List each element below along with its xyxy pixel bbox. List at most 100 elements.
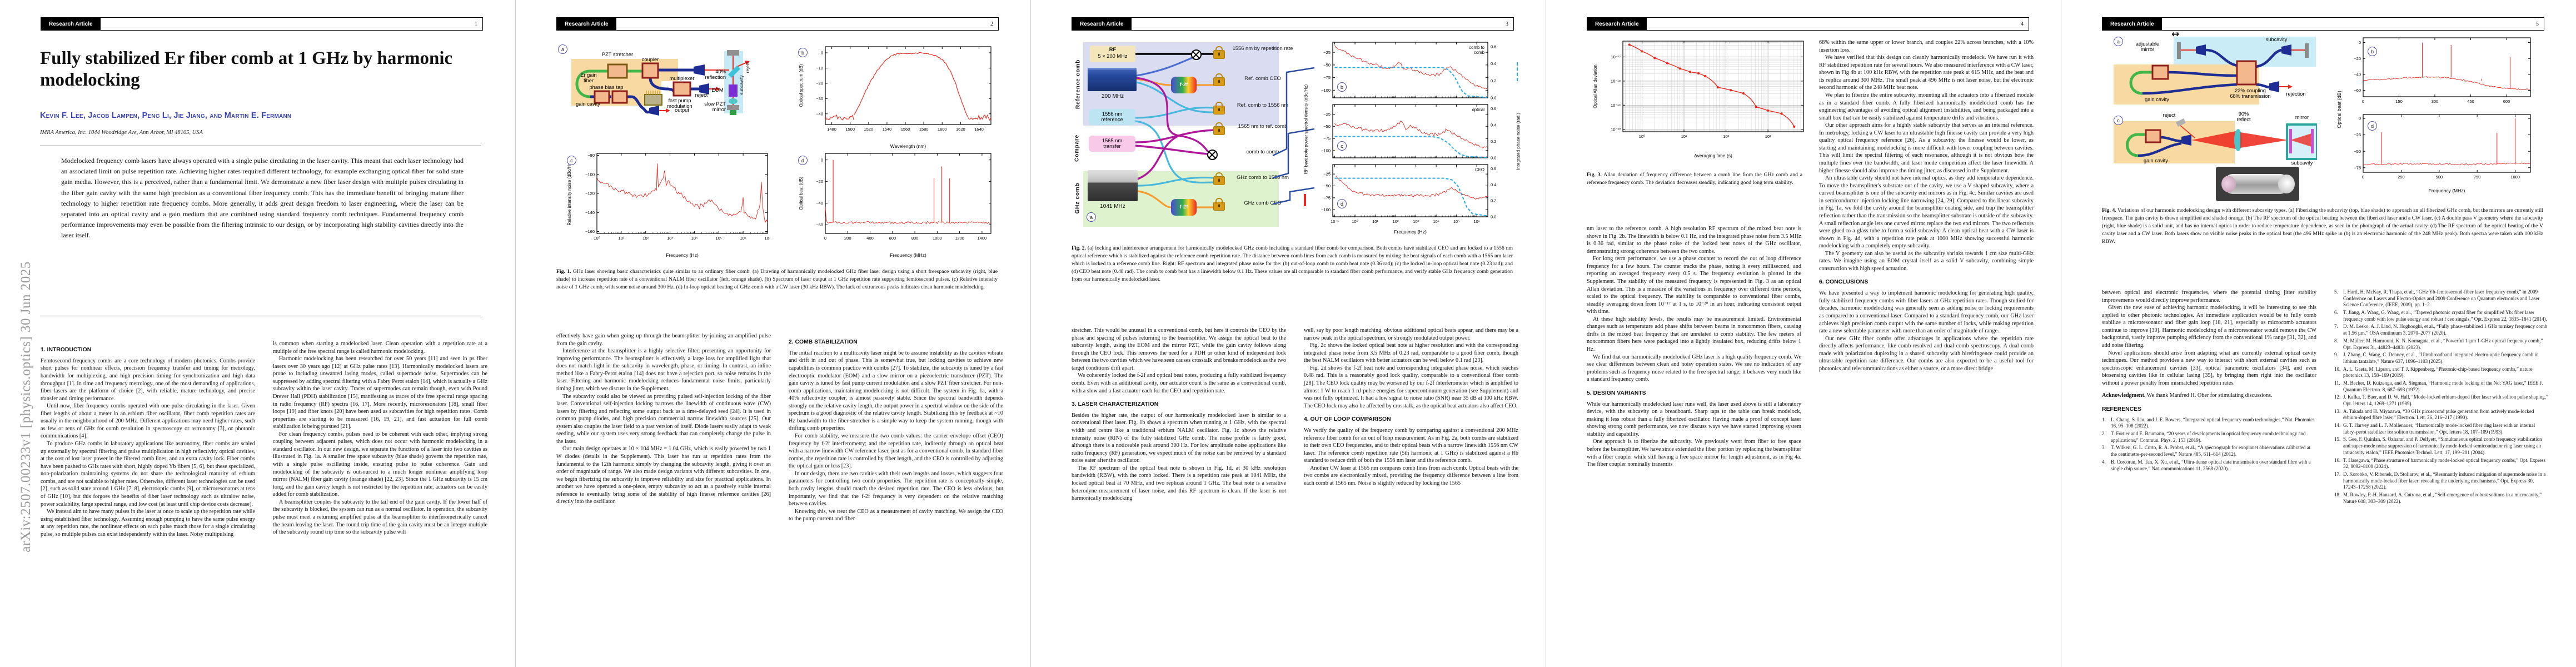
tube-mirror-pink: [2221, 176, 2236, 192]
svg-text:−50: −50: [1323, 124, 1331, 129]
paragraph: We have verified that this design can cl…: [1819, 54, 2034, 91]
section-heading: 4. OUT OF LOOP COMPARISON: [1304, 416, 1391, 423]
research-article-tag: Research Article: [2102, 18, 2162, 30]
svg-text:Frequency (Hz): Frequency (Hz): [1394, 229, 1427, 235]
padlock-icon: [1213, 73, 1225, 86]
padlock-icon: [1213, 46, 1225, 59]
svg-text:0: 0: [2362, 99, 2364, 104]
figure-3-caption: Fig. 3. Allan deviation of frequency dif…: [1587, 171, 1802, 187]
label-1556-reference: 1556 nm reference: [1089, 109, 1135, 125]
label-subcavity: subcavity: [2291, 160, 2313, 166]
laser-schematic-drawing: [571, 50, 750, 116]
panel-letter-c: c: [1337, 141, 1347, 151]
svg-text:−50: −50: [2354, 149, 2361, 154]
lock-label-comb-to-comb: comb to comb: [1246, 148, 1279, 155]
svg-text:Averaging time (s): Averaging time (s): [1694, 153, 1732, 158]
padlock-icon: [1213, 198, 1225, 211]
svg-text:−25: −25: [1323, 50, 1331, 55]
paragraph: between optical and electronic frequenci…: [2102, 290, 2316, 303]
paragraph: A beamsplitter couples the subcavity to …: [273, 499, 487, 536]
svg-text:200: 200: [844, 236, 851, 241]
paragraph: Knowing this, we treat the CEO as a meas…: [789, 508, 1003, 522]
svg-text:1580: 1580: [919, 127, 929, 132]
panel-letter-b: b: [1337, 82, 1347, 92]
svg-text:0.6: 0.6: [1491, 106, 1496, 111]
paper-title: Fully stabilized Er fiber comb at 1 GHz …: [40, 48, 453, 90]
group-label-reference-comb: Reference comb: [1075, 59, 1082, 109]
page-1: Research Article 1 arXiv:2507.00233v1 [p…: [0, 0, 515, 667]
fiberized-schematic-drawing: [2114, 37, 2316, 104]
header-bar: Research Article 1: [41, 17, 483, 31]
label-tap: tap: [616, 84, 624, 90]
lock-label-ref-comb-ceo: Ref. comb CEO: [1244, 75, 1281, 81]
svg-text:−20: −20: [816, 81, 823, 86]
svg-text:−25: −25: [1323, 112, 1331, 117]
label-gain-cavity: gain cavity: [576, 101, 600, 107]
svg-text:Optical Allan deviation: Optical Allan deviation: [1593, 64, 1598, 108]
paragraph: For clean frequency combs, pulses need t…: [273, 431, 487, 498]
label-er-gain-fiber: Er gain fiber: [580, 72, 597, 84]
figure-4-caption-text: Variations of our harmonic modelocking d…: [2102, 207, 2544, 245]
right-axis-label-phase-noise: Integrated phase noise (rad.): [1516, 113, 1521, 170]
page-number: 2: [990, 21, 993, 27]
arxiv-watermark: arXiv:2507.00233v1 [physics.optics] 30 J…: [18, 261, 33, 552]
svg-text:−75: −75: [1323, 195, 1331, 200]
lock-label-1565-to-ref-comb: 1565 nm to ref. comb: [1238, 123, 1288, 129]
label-reject: reject: [695, 92, 708, 98]
reference-item: 9. J. Zhang, C. Wang, C. Denney, et al., …: [2334, 352, 2539, 364]
reference-item: 7. D. M. Lesko, A. J. Lind, N. Hoghooghi,…: [2334, 323, 2548, 336]
svg-text:10⁶: 10⁶: [1473, 219, 1479, 224]
figure-2d-ceo-chart: 10⁻¹ 10⁰ 10¹ 10² 10³ 10⁴ 10⁵ 10⁶ −25 −50 −75 −100 0.…: [1321, 164, 1496, 235]
svg-text:Optical spectrum (dB): Optical spectrum (dB): [799, 64, 804, 107]
svg-text:1640: 1640: [974, 127, 984, 132]
ghz-comb-photo: [1088, 170, 1138, 201]
paragraph: well, say by poor length matching, obvio…: [1304, 327, 1518, 341]
v-cavity-photo: [2216, 167, 2299, 201]
paragraph: While our harmonically modelocked laser …: [1587, 401, 1801, 437]
paragraph: Another CW laser at 1565 nm compares com…: [1304, 465, 1518, 486]
figure-3-caption-label: Fig. 3.: [1587, 172, 1602, 178]
section-heading: 5. DESIGN VARIANTS: [1587, 390, 1646, 396]
svg-text:0.0: 0.0: [1491, 156, 1496, 160]
svg-text:1500: 1500: [845, 127, 855, 132]
padlock-icon: [1213, 172, 1225, 185]
svg-text:Frequency (MHz): Frequency (MHz): [890, 252, 926, 258]
header-bar: Research Article 3: [1072, 17, 1514, 31]
paragraph: An ultrastable cavity should not have in…: [1819, 175, 2034, 250]
svg-text:−120: −120: [585, 191, 595, 196]
label-f2f-top: f-2f: [1179, 82, 1188, 87]
svg-text:Relative intensity noise (dBc/: Relative intensity noise (dBc/Hz): [567, 161, 572, 225]
svg-text:1620: 1620: [956, 127, 965, 132]
svg-text:10³: 10³: [1765, 134, 1771, 139]
column-1: between optical and electronic frequenci…: [2102, 289, 2316, 648]
figure-4b-optical-beat-chart: 0 150 300 450 600 0 −20 −40 −60: [2354, 37, 2531, 104]
paragraph: Our other approach aims for a highly sta…: [1819, 122, 2034, 174]
svg-text:10³: 10³: [1413, 219, 1419, 224]
svg-text:10⁻¹⁸: 10⁻¹⁸: [1611, 78, 1621, 83]
lock-label-ref-comb-to-1556: Ref. comb to 1556 nm: [1237, 102, 1289, 108]
svg-text:400: 400: [866, 236, 874, 241]
reference-item: 1. L. Chang, S. Liu, and J. E. Bowers, “I…: [2102, 416, 2315, 429]
svg-text:1540: 1540: [883, 127, 892, 132]
paragraph: Until now, fiber frequency combs operate…: [41, 403, 255, 440]
svg-text:−80: −80: [587, 153, 595, 158]
paragraph: Femtosecond frequency combs are a core t…: [41, 357, 255, 402]
shared-ylabel-optical-beat: Optical beat (dB): [2336, 91, 2342, 128]
section-heading: 1. INTRODUCTION: [41, 347, 92, 353]
svg-text:−50: −50: [1323, 63, 1331, 68]
svg-text:−100: −100: [1321, 88, 1331, 93]
page-4: Research Article 4 10⁰ 10¹ 10² 10³ 10⁻¹⁷ 10⁻¹…: [1546, 0, 2061, 667]
paragraph: In our design, there are two cavities wi…: [789, 470, 1003, 507]
paragraph: We find that our harmonically modelocked…: [1587, 354, 1801, 383]
svg-text:0.0: 0.0: [1491, 96, 1496, 100]
padlock-icon: [1213, 122, 1225, 135]
column-1: effectively have gain when going up thro…: [556, 332, 771, 646]
group-label-compare: Compare: [1074, 135, 1080, 162]
figure-4d-optical-beat-chart: 0 250 500 750 1000 0 −25 −50 −75 Frequency (MHz): [2354, 114, 2531, 193]
research-article-tag: Research Article: [557, 18, 616, 30]
svg-text:−60: −60: [2354, 88, 2361, 93]
red-line-legend-sample: [1304, 194, 1306, 206]
page-2: Research Article 2: [515, 0, 1031, 667]
reference-item: 3. T. Wilken, G. L. Curto, R. A. Probst, …: [2102, 445, 2311, 457]
label-adjustable-mirror: adjustable mirror: [2135, 41, 2160, 53]
